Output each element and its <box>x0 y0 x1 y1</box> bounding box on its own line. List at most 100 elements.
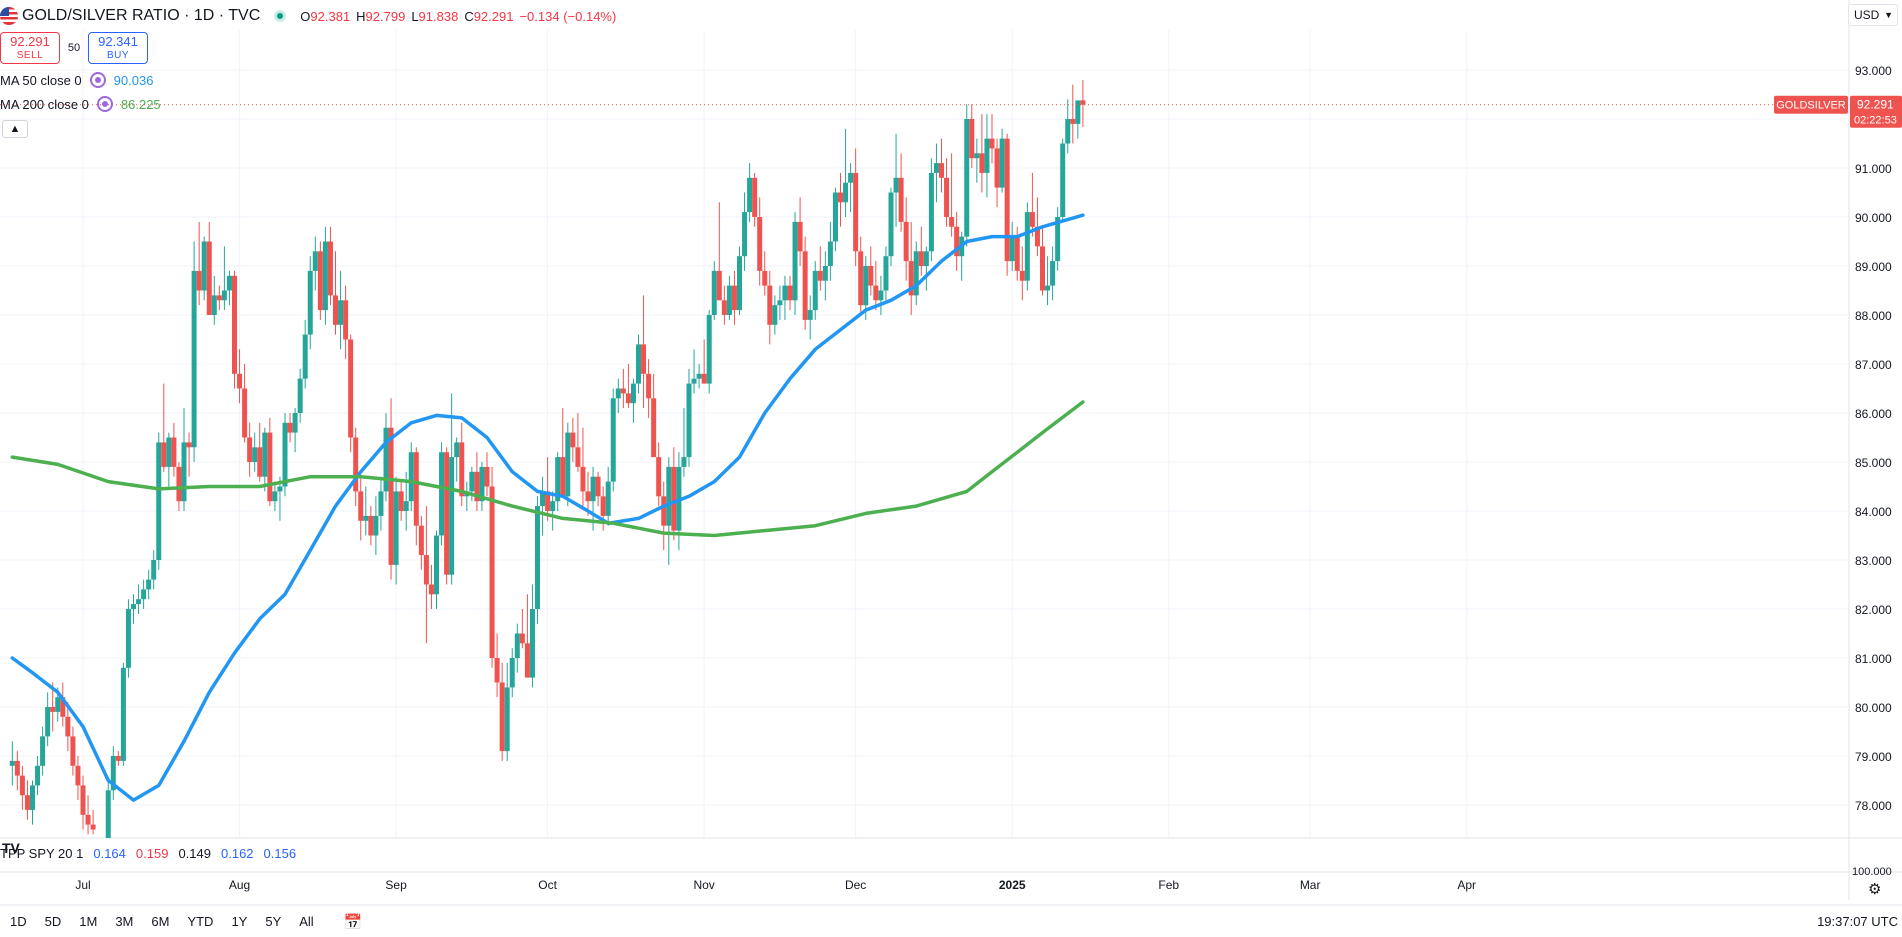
candle-body[interactable] <box>474 471 480 502</box>
ma200-line[interactable] <box>10 400 1085 538</box>
candle-body[interactable] <box>706 315 712 384</box>
candle-body[interactable] <box>524 643 530 678</box>
candle-body[interactable] <box>625 393 631 404</box>
candle-body[interactable] <box>807 310 813 320</box>
timeframe-5d[interactable]: 5D <box>44 914 62 929</box>
candle-body[interactable] <box>767 285 773 325</box>
candle-body[interactable] <box>822 266 828 281</box>
candle-body[interactable] <box>9 760 15 766</box>
candle-body[interactable] <box>792 221 798 301</box>
candle-body[interactable] <box>984 138 990 173</box>
candle-body[interactable] <box>565 432 571 497</box>
candle-body[interactable] <box>928 172 934 252</box>
candle-body[interactable] <box>600 496 606 516</box>
currency-select[interactable]: USD ▼ <box>1848 4 1898 26</box>
timeframe-1y[interactable]: 1Y <box>231 914 248 929</box>
candle-body[interactable] <box>747 177 753 213</box>
candle-body[interactable] <box>267 432 273 502</box>
candle-body[interactable] <box>1014 236 1020 271</box>
candle-body[interactable] <box>287 422 293 433</box>
candle-body[interactable] <box>646 373 652 399</box>
data-loading-icon[interactable] <box>89 72 106 88</box>
candle-body[interactable] <box>802 251 808 320</box>
candle-body[interactable] <box>191 270 197 448</box>
candle-body[interactable] <box>19 775 25 796</box>
sell-button[interactable]: 92.291 SELL <box>0 32 60 64</box>
candle-body[interactable] <box>883 256 889 291</box>
last-price-tag[interactable] <box>1850 95 1902 128</box>
candle-body[interactable] <box>171 437 177 467</box>
candle-body[interactable] <box>514 633 520 659</box>
symbol-legend[interactable]: GOLD/SILVER RATIO · 1D · TVC O92.381 H92… <box>0 4 616 28</box>
candle-body[interactable] <box>479 466 485 502</box>
candle-body[interactable] <box>141 589 147 600</box>
candle-body[interactable] <box>237 373 243 389</box>
candle-body[interactable] <box>560 457 566 497</box>
candle-body[interactable] <box>878 290 884 301</box>
candle-body[interactable] <box>40 736 46 766</box>
calendar-range-icon[interactable]: 📅 <box>343 913 363 931</box>
candle-body[interactable] <box>817 270 823 281</box>
timeframe-ytd[interactable]: YTD <box>187 914 214 929</box>
chevron-up-icon[interactable]: ▲ <box>2 120 28 138</box>
candle-body[interactable] <box>918 251 924 266</box>
candle-body[interactable] <box>226 275 232 291</box>
candle-body[interactable] <box>292 413 298 433</box>
candle-body[interactable] <box>782 285 788 301</box>
candle-body[interactable] <box>1019 270 1025 281</box>
candle-body[interactable] <box>408 452 414 502</box>
candle-body[interactable] <box>90 824 96 830</box>
candle-body[interactable] <box>232 275 237 374</box>
study-ma200[interactable]: MA 200 close 0 86.225 <box>0 96 161 112</box>
candle-body[interactable] <box>80 785 86 815</box>
candle-body[interactable] <box>176 466 182 502</box>
candle-body[interactable] <box>535 506 540 609</box>
candle-body[interactable] <box>50 707 56 712</box>
candle-body[interactable] <box>484 466 490 487</box>
candle-body[interactable] <box>903 221 909 262</box>
candle-body[interactable] <box>1075 100 1081 124</box>
candle-body[interactable] <box>211 295 217 315</box>
candle-body[interactable] <box>812 270 818 311</box>
candle-body[interactable] <box>348 339 354 438</box>
candle-body[interactable] <box>630 383 636 404</box>
candle-body[interactable] <box>913 251 919 296</box>
candle-body[interactable] <box>974 153 980 159</box>
candle-body[interactable] <box>131 604 136 609</box>
candle-body[interactable] <box>509 658 515 688</box>
candle-body[interactable] <box>156 442 162 560</box>
candle-body[interactable] <box>873 285 879 301</box>
candle-body[interactable] <box>262 432 268 477</box>
candle-body[interactable] <box>247 437 253 463</box>
timeframe-6m[interactable]: 6M <box>151 914 170 929</box>
candle-body[interactable] <box>499 682 505 752</box>
candle-body[interactable] <box>550 501 556 511</box>
candle-body[interactable] <box>1024 212 1030 281</box>
candle-body[interactable] <box>1004 138 1010 262</box>
candle-body[interactable] <box>459 442 465 497</box>
candle-body[interactable] <box>1050 261 1056 286</box>
candle-body[interactable] <box>671 466 677 531</box>
market-status-icon[interactable] <box>274 10 287 22</box>
candle-body[interactable] <box>863 266 869 306</box>
candle-body[interactable] <box>853 172 859 252</box>
candle-body[interactable] <box>1080 100 1086 105</box>
candle-body[interactable] <box>120 667 126 761</box>
candle-body[interactable] <box>378 491 384 516</box>
timeframe-all[interactable]: All <box>299 914 314 929</box>
candle-body[interactable] <box>666 466 672 526</box>
candle-body[interactable] <box>504 687 510 752</box>
candle-body[interactable] <box>60 697 66 717</box>
candle-body[interactable] <box>661 496 667 526</box>
candle-body[interactable] <box>333 295 338 325</box>
candle-body[interactable] <box>353 437 359 492</box>
candle-body[interactable] <box>620 388 626 394</box>
candle-body[interactable] <box>1070 119 1076 124</box>
data-loading-icon[interactable] <box>96 96 113 112</box>
candle-body[interactable] <box>691 378 697 384</box>
candle-body[interactable] <box>893 177 899 193</box>
utc-clock[interactable]: 19:37:07 UTC <box>1817 914 1898 929</box>
buy-button[interactable]: 92.341 BUY <box>88 32 148 64</box>
candle-body[interactable] <box>55 697 61 712</box>
candle-body[interactable] <box>858 251 864 306</box>
